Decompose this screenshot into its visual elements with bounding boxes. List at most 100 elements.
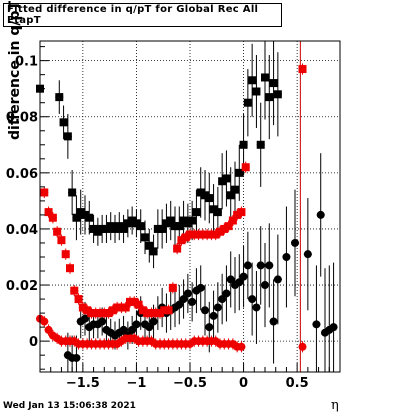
data-point-square bbox=[235, 168, 244, 177]
data-point-square bbox=[261, 73, 269, 82]
data-point-square bbox=[91, 309, 100, 318]
data-point-square bbox=[143, 309, 152, 318]
data-point-square bbox=[55, 93, 64, 102]
data-point-square bbox=[190, 230, 199, 239]
data-point-square bbox=[106, 222, 115, 231]
data-point-circle bbox=[329, 323, 338, 332]
data-point-square bbox=[102, 224, 111, 233]
data-point-circle bbox=[261, 281, 269, 290]
data-point-square bbox=[205, 194, 214, 203]
y-tick-label: 0.04 bbox=[6, 223, 38, 238]
data-point-square bbox=[273, 90, 282, 99]
data-point-square bbox=[166, 216, 175, 225]
data-point-square bbox=[121, 303, 130, 312]
data-point-square bbox=[98, 224, 107, 233]
data-point-square bbox=[83, 306, 92, 315]
data-point-square bbox=[158, 224, 167, 233]
data-point-square bbox=[203, 230, 212, 239]
data-point-circle bbox=[119, 325, 128, 334]
data-point-square bbox=[132, 219, 141, 228]
data-point-circle bbox=[291, 238, 299, 247]
data-point-square bbox=[100, 309, 109, 318]
data-point-square bbox=[231, 185, 239, 194]
data-point-square bbox=[76, 208, 85, 217]
x-axis-label: η bbox=[331, 398, 339, 413]
data-point-square bbox=[57, 236, 66, 245]
data-point-square bbox=[85, 213, 94, 222]
data-point-square bbox=[162, 219, 171, 228]
data-point-square bbox=[153, 224, 162, 233]
data-point-square bbox=[224, 222, 233, 231]
x-tick-label: 0.5 bbox=[286, 376, 309, 391]
data-markers bbox=[36, 65, 338, 362]
data-point-square bbox=[237, 208, 246, 217]
data-point-circle bbox=[239, 272, 248, 281]
y-tick-label: 0.1 bbox=[15, 55, 38, 70]
data-point-circle bbox=[72, 353, 81, 362]
data-point-square bbox=[252, 87, 261, 96]
data-point-square bbox=[196, 188, 205, 197]
y-axis-label: difference in q/pT bbox=[7, 0, 23, 140]
data-point-square bbox=[149, 247, 158, 256]
data-point-square bbox=[141, 233, 149, 242]
data-point-circle bbox=[243, 261, 252, 270]
data-point-square bbox=[136, 222, 145, 231]
data-point-circle bbox=[179, 295, 188, 304]
y-tick-label: 0.02 bbox=[6, 279, 38, 294]
data-point-circle bbox=[303, 250, 312, 259]
data-point-square bbox=[113, 303, 122, 312]
data-point-circle bbox=[213, 303, 222, 312]
data-point-circle bbox=[316, 210, 325, 219]
data-point-square bbox=[241, 163, 250, 172]
data-point-square bbox=[61, 250, 70, 259]
data-point-circle bbox=[273, 275, 282, 284]
data-point-square bbox=[248, 76, 257, 85]
data-point-square bbox=[173, 244, 182, 253]
data-point-square bbox=[134, 300, 143, 309]
data-point-square bbox=[93, 227, 102, 236]
data-point-square bbox=[63, 132, 72, 141]
y-tick-label: 0.08 bbox=[6, 111, 38, 126]
data-point-square bbox=[269, 79, 278, 88]
data-point-square bbox=[216, 227, 224, 236]
data-point-square bbox=[265, 93, 274, 102]
data-point-square bbox=[138, 306, 147, 315]
data-point-circle bbox=[40, 317, 49, 326]
data-point-square bbox=[96, 309, 104, 318]
tick-labels: −1.5 −1 −0.5 0 0.5 0 0.02 0.04 0.06 0.08 0.1 bbox=[6, 55, 309, 391]
data-point-square bbox=[194, 230, 203, 239]
data-point-square bbox=[72, 213, 81, 222]
data-point-circle bbox=[132, 320, 141, 329]
data-point-square bbox=[298, 65, 307, 74]
data-point-circle bbox=[237, 342, 246, 351]
data-point-circle bbox=[298, 342, 307, 351]
data-point-square bbox=[123, 219, 132, 228]
data-point-circle bbox=[149, 317, 158, 326]
y-tick-label: 0 bbox=[29, 335, 38, 350]
data-point-square bbox=[53, 227, 62, 236]
data-point-square bbox=[228, 216, 237, 225]
data-point-square bbox=[188, 216, 197, 225]
x-tick-label: −0.5 bbox=[173, 376, 207, 391]
data-point-circle bbox=[188, 297, 197, 306]
chart-title: Fitted difference in q/pT for Global Rec… bbox=[3, 3, 282, 27]
data-point-square bbox=[87, 309, 96, 318]
data-point-square bbox=[181, 233, 190, 242]
data-point-square bbox=[213, 208, 222, 217]
data-point-square bbox=[78, 303, 87, 312]
data-point-square bbox=[111, 224, 119, 233]
data-point-square bbox=[151, 309, 160, 318]
data-point-square bbox=[226, 191, 235, 200]
data-point-circle bbox=[128, 325, 137, 334]
timestamp-footer: Wed Jan 13 15:06:38 2021 bbox=[3, 401, 136, 411]
data-point-circle bbox=[265, 261, 274, 270]
data-point-circle bbox=[44, 325, 53, 334]
x-tick-label: −1 bbox=[126, 376, 146, 391]
data-point-circle bbox=[175, 300, 184, 309]
data-point-square bbox=[147, 309, 156, 318]
data-point-circle bbox=[81, 314, 89, 323]
data-point-square bbox=[59, 118, 68, 127]
data-point-square bbox=[48, 213, 57, 222]
data-point-circle bbox=[98, 317, 107, 326]
